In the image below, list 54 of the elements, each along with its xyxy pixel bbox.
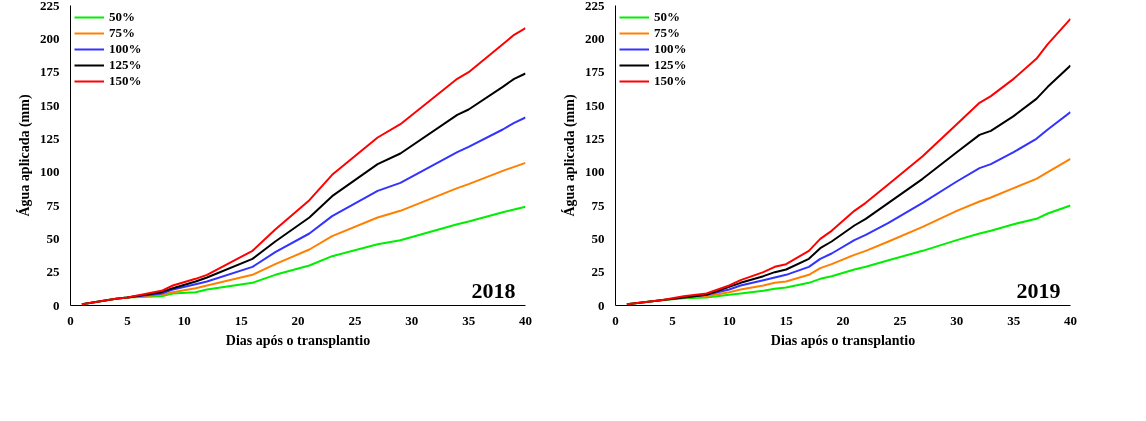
legend-label: 50%	[109, 9, 135, 25]
y-tick-label: 50	[46, 230, 60, 246]
x-tick-label: 30	[405, 312, 419, 328]
y-tick-label: 75	[591, 197, 605, 213]
legend-label: 50%	[654, 9, 680, 25]
x-tick-label: 5	[124, 312, 132, 328]
x-tick-label: 25	[893, 312, 907, 328]
x-tick-label: 35	[1007, 312, 1021, 328]
legend-label: 150%	[654, 73, 687, 89]
legend-label: 100%	[654, 41, 687, 57]
legend-label: 125%	[654, 57, 687, 73]
x-tick-label: 40	[519, 312, 532, 328]
y-tick-label: 200	[585, 30, 605, 46]
x-tick-label: 20	[836, 312, 850, 328]
legend-label: 75%	[109, 25, 135, 41]
x-tick-label: 10	[722, 312, 736, 328]
y-tick-label: 25	[591, 264, 605, 280]
y-tick-label: 225	[40, 0, 60, 13]
y-tick-label: 50	[591, 230, 605, 246]
legend-label: 150%	[109, 73, 142, 89]
y-tick-label: 100	[40, 164, 60, 180]
legend-label: 100%	[109, 41, 142, 57]
annotation: 2018	[471, 277, 516, 303]
x-tick-label: 0	[612, 312, 619, 328]
y-tick-label: 0	[598, 297, 605, 313]
y-tick-label: 150	[40, 97, 60, 113]
y-tick-label: 0	[53, 297, 60, 313]
y-tick-label: 25	[46, 264, 60, 280]
x-tick-label: 15	[234, 312, 249, 328]
y-tick-label: 125	[585, 130, 605, 146]
y-tick-label: 125	[40, 130, 60, 146]
y-axis-title: Água aplicada (mm)	[561, 94, 578, 217]
legend-label: 75%	[654, 25, 680, 41]
y-tick-label: 100	[585, 164, 605, 180]
x-tick-label: 25	[348, 312, 362, 328]
legend-label: 125%	[109, 57, 142, 73]
x-tick-label: 40	[1064, 312, 1077, 328]
x-tick-label: 35	[462, 312, 476, 328]
y-tick-label: 150	[585, 97, 605, 113]
x-tick-label: 0	[67, 312, 74, 328]
annotation: 2019	[1016, 277, 1061, 303]
x-tick-label: 5	[669, 312, 677, 328]
y-tick-label: 225	[585, 0, 605, 13]
x-tick-label: 10	[177, 312, 191, 328]
y-tick-label: 200	[40, 30, 60, 46]
x-axis-title: Dias após o transplantio	[770, 332, 916, 348]
x-tick-label: 15	[779, 312, 794, 328]
y-tick-label: 175	[40, 64, 60, 80]
y-tick-label: 175	[585, 64, 605, 80]
x-tick-label: 20	[291, 312, 305, 328]
y-tick-label: 75	[46, 197, 60, 213]
x-tick-label: 30	[950, 312, 964, 328]
x-axis-title: Dias após o transplantio	[225, 332, 371, 348]
y-axis-title: Água aplicada (mm)	[16, 94, 33, 217]
